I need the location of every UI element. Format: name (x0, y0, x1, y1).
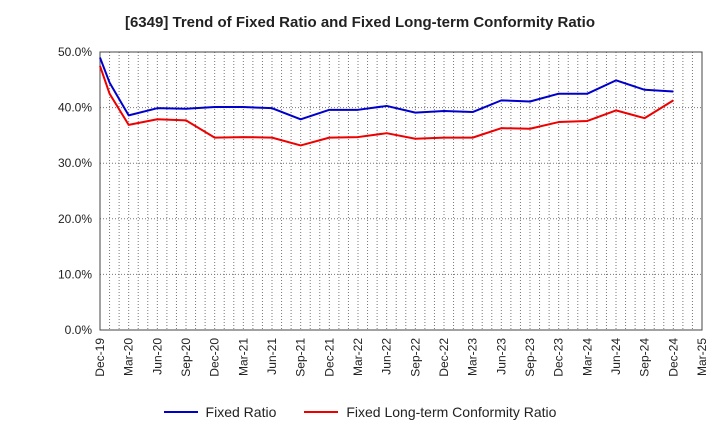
chart-title: [6349] Trend of Fixed Ratio and Fixed Lo… (124, 14, 596, 31)
tick-label-layer: 0.0% 10.0% 20.0% 30.0% 40.0% 50.0% Dec-19 Mar-2… (58, 45, 709, 377)
legend-swatch-fixed-long-term-conformity-ratio (304, 411, 339, 413)
series-line-fixed-long-term-conformity-ratio (99, 65, 674, 147)
x-tick-label: Sep-21 (294, 338, 308, 377)
grid-layer (100, 52, 702, 330)
legend-label-fixed-long-term-conformity-ratio: Fixed Long-term Conformity Ratio (346, 404, 557, 420)
plot-frame (99, 51, 703, 331)
y-tick-label: 0.0% (65, 323, 93, 337)
legend: Fixed Ratio Fixed Long-term Conformity R… (0, 404, 720, 420)
x-tick-label: Dec-19 (93, 338, 107, 377)
y-tick-label: 20.0% (58, 212, 92, 226)
legend-label-fixed-ratio: Fixed Ratio (205, 404, 277, 420)
x-tick-label: Mar-25 (695, 338, 709, 376)
y-tick-label: 50.0% (58, 45, 92, 59)
x-tick-label: Mar-22 (351, 338, 365, 376)
x-tick-label: Sep-23 (523, 338, 537, 377)
legend-item-fixed-ratio: Fixed Ratio (163, 404, 277, 420)
x-tick-label: Sep-20 (179, 338, 193, 377)
x-tick-label: Sep-24 (638, 338, 652, 377)
x-tick-label: Jun-23 (494, 338, 508, 375)
x-tick-label: Jun-21 (265, 338, 279, 375)
series-layer (99, 57, 674, 147)
legend-item-fixed-long-term-conformity-ratio: Fixed Long-term Conformity Ratio (304, 404, 556, 420)
x-tick-label: Mar-24 (580, 338, 594, 376)
x-tick-label: Dec-22 (437, 338, 451, 377)
x-tick-label: Mar-20 (122, 338, 136, 376)
x-tick-label: Jun-24 (609, 338, 623, 375)
y-tick-label: 40.0% (58, 101, 92, 115)
legend-swatch-fixed-ratio (163, 411, 198, 413)
axis-layer (99, 51, 703, 331)
x-tick-label: Mar-21 (236, 338, 250, 376)
x-tick-label: Dec-23 (552, 338, 566, 377)
x-tick-label: Dec-21 (322, 338, 336, 377)
x-tick-label: Dec-20 (208, 338, 222, 377)
series-line-fixed-ratio (99, 57, 674, 121)
x-tick-label: Sep-22 (408, 338, 422, 377)
x-tick-label: Jun-20 (150, 338, 164, 375)
x-tick-label: Jun-22 (380, 338, 394, 375)
x-tick-label: Dec-24 (666, 338, 680, 377)
y-tick-label: 10.0% (58, 267, 92, 281)
x-tick-label: Mar-23 (466, 338, 480, 376)
y-tick-label: 30.0% (58, 156, 92, 170)
